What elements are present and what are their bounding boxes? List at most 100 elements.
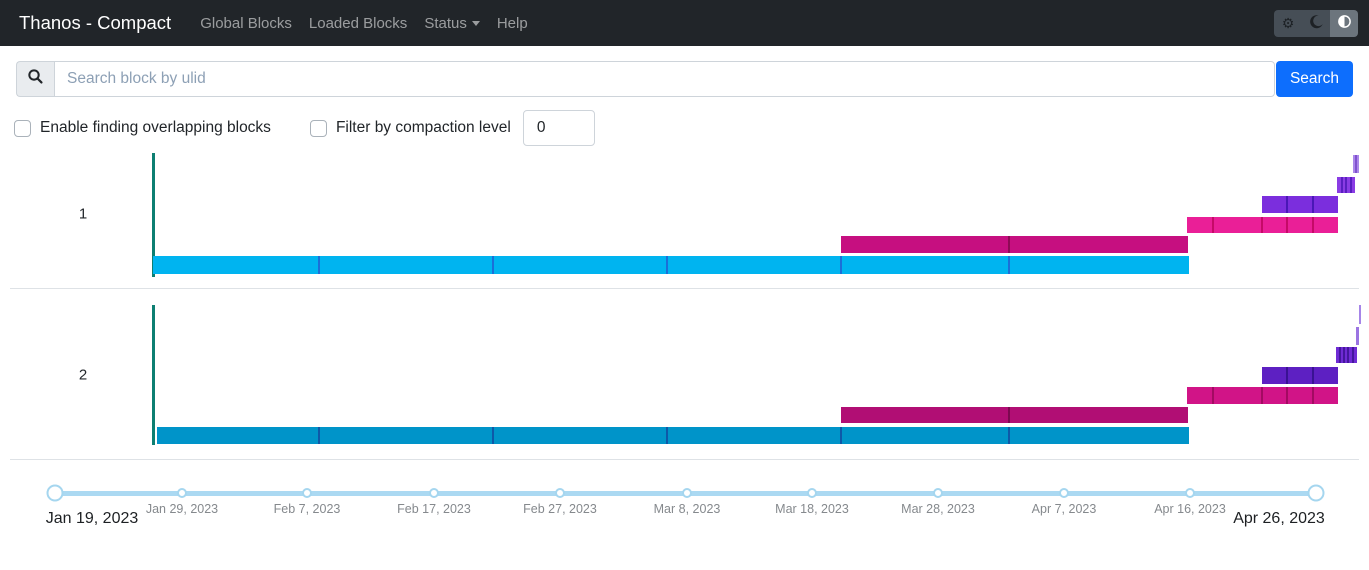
slider-tick-dot bbox=[933, 488, 943, 498]
block-segment-divider bbox=[1340, 177, 1343, 193]
block-segment-divider bbox=[318, 256, 320, 274]
block-bar[interactable] bbox=[1337, 177, 1355, 193]
block-segment-divider bbox=[492, 256, 494, 274]
block-segment-divider bbox=[1212, 217, 1214, 233]
slider-tick-label: Apr 16, 2023 bbox=[1154, 502, 1226, 516]
slider-tick-dot bbox=[682, 488, 692, 498]
block-segment-divider bbox=[492, 427, 494, 444]
slider-tick-label: Feb 17, 2023 bbox=[397, 502, 471, 516]
block-segment-divider bbox=[1286, 196, 1288, 213]
time-range-slider: Jan 29, 2023 Feb 7, 2023 Feb 17, 2023 Feb 2… bbox=[0, 463, 1369, 553]
search-addon bbox=[16, 61, 54, 97]
nav-link-help[interactable]: Help bbox=[496, 14, 528, 32]
time-marker-line bbox=[152, 153, 155, 277]
slider-tick-dot bbox=[429, 488, 439, 498]
block-segment-divider bbox=[1008, 407, 1010, 423]
block-segment-divider bbox=[318, 427, 320, 444]
nav-links: Global Blocks Loaded Blocks Status Help bbox=[192, 7, 1274, 40]
row-label-2: 2 bbox=[78, 366, 88, 384]
block-bar[interactable] bbox=[1262, 367, 1338, 384]
search-button[interactable]: Search bbox=[1276, 61, 1353, 97]
block-segment-divider bbox=[1312, 367, 1314, 384]
block-segment-divider bbox=[840, 256, 842, 274]
block-bar[interactable] bbox=[1262, 196, 1338, 213]
slider-tick-dot bbox=[1185, 488, 1195, 498]
search-bar: Search bbox=[16, 61, 1353, 97]
block-segment-divider bbox=[1261, 387, 1263, 404]
contrast-icon bbox=[1337, 14, 1352, 32]
block-segment-divider bbox=[1286, 217, 1288, 233]
block-bar[interactable] bbox=[841, 407, 1188, 423]
slider-tick-label: Mar 18, 2023 bbox=[775, 502, 849, 516]
block-bar[interactable] bbox=[1358, 305, 1361, 324]
time-marker-line bbox=[152, 305, 155, 445]
block-bar[interactable] bbox=[1187, 387, 1338, 404]
slider-tick-label: Apr 7, 2023 bbox=[1031, 502, 1097, 516]
row-separator bbox=[10, 288, 1359, 289]
theme-button-moon[interactable] bbox=[1302, 9, 1330, 37]
overlap-checkbox-label[interactable]: Enable finding overlapping blocks bbox=[40, 119, 271, 136]
block-segment-divider bbox=[1351, 347, 1354, 363]
nav-link-status[interactable]: Status bbox=[416, 7, 488, 40]
slider-tick-dot bbox=[177, 488, 187, 498]
compaction-checkbox-label[interactable]: Filter by compaction level bbox=[335, 119, 511, 136]
block-segment-divider bbox=[1345, 177, 1347, 193]
block-segment-divider bbox=[1312, 387, 1314, 404]
nav-link-global-blocks[interactable]: Global Blocks bbox=[200, 14, 292, 32]
block-segment-divider bbox=[1008, 236, 1010, 253]
block-bar[interactable] bbox=[1336, 347, 1357, 363]
block-segment-divider bbox=[840, 427, 842, 444]
block-segment-divider bbox=[666, 256, 668, 274]
slider-tick-dot bbox=[302, 488, 312, 498]
range-start-label: Jan 19, 2023 bbox=[45, 510, 139, 527]
block-bar[interactable] bbox=[841, 236, 1188, 253]
nav-link-loaded-blocks[interactable]: Loaded Blocks bbox=[308, 14, 408, 32]
block-segment-divider bbox=[1286, 387, 1288, 404]
navbar: Thanos - Compact Global Blocks Loaded Blo… bbox=[0, 0, 1369, 46]
app-brand[interactable]: Thanos - Compact bbox=[19, 12, 172, 33]
block-segment-divider bbox=[1261, 217, 1263, 233]
slider-tick-label: Feb 27, 2023 bbox=[523, 502, 597, 516]
theme-toggle-group: ⚙ bbox=[1274, 9, 1358, 37]
block-segment-divider bbox=[1286, 367, 1288, 384]
search-icon bbox=[27, 68, 44, 90]
range-end-label: Apr 26, 2023 bbox=[1233, 510, 1325, 527]
theme-button-contrast[interactable] bbox=[1330, 9, 1358, 37]
search-input[interactable] bbox=[54, 61, 1275, 97]
block-segment-divider bbox=[1347, 347, 1350, 363]
slider-handle-start[interactable] bbox=[46, 484, 64, 502]
theme-button-gear[interactable]: ⚙ bbox=[1274, 9, 1302, 37]
block-segment-divider bbox=[1349, 177, 1352, 193]
filters-row: Enable finding overlapping blocks Filter… bbox=[14, 110, 1353, 146]
block-bar[interactable] bbox=[1187, 217, 1338, 233]
moon-icon bbox=[1309, 14, 1324, 32]
block-segment-divider bbox=[1312, 217, 1314, 233]
gear-icon: ⚙ bbox=[1281, 15, 1295, 32]
slider-tick-dot bbox=[555, 488, 565, 498]
overlap-checkbox[interactable] bbox=[14, 119, 31, 137]
slider-tick-dot bbox=[807, 488, 817, 498]
block-segment-divider bbox=[1008, 427, 1010, 444]
row-separator bbox=[10, 459, 1359, 460]
block-segment-divider bbox=[1008, 256, 1010, 274]
caret-down-icon bbox=[471, 20, 480, 26]
block-bar[interactable] bbox=[157, 427, 1189, 444]
block-bar[interactable] bbox=[1356, 327, 1359, 345]
block-segment-divider bbox=[1312, 196, 1314, 213]
slider-tick-label: Mar 28, 2023 bbox=[901, 502, 975, 516]
compaction-checkbox[interactable] bbox=[309, 119, 327, 137]
block-segment-divider bbox=[1354, 155, 1357, 173]
slider-tick-label: Mar 8, 2023 bbox=[653, 502, 721, 516]
block-bar[interactable] bbox=[153, 256, 1189, 274]
block-segment-divider bbox=[666, 427, 668, 444]
block-bar[interactable] bbox=[1353, 155, 1359, 173]
slider-tick-label: Feb 7, 2023 bbox=[273, 502, 341, 516]
block-segment-divider bbox=[1212, 387, 1214, 404]
slider-tick-dot bbox=[1059, 488, 1069, 498]
slider-handle-end[interactable] bbox=[1307, 484, 1325, 502]
block-segment-divider bbox=[1343, 347, 1346, 363]
compaction-level-input[interactable] bbox=[522, 110, 595, 146]
block-segment-divider bbox=[1339, 347, 1341, 363]
slider-tick-label: Jan 29, 2023 bbox=[145, 502, 219, 516]
